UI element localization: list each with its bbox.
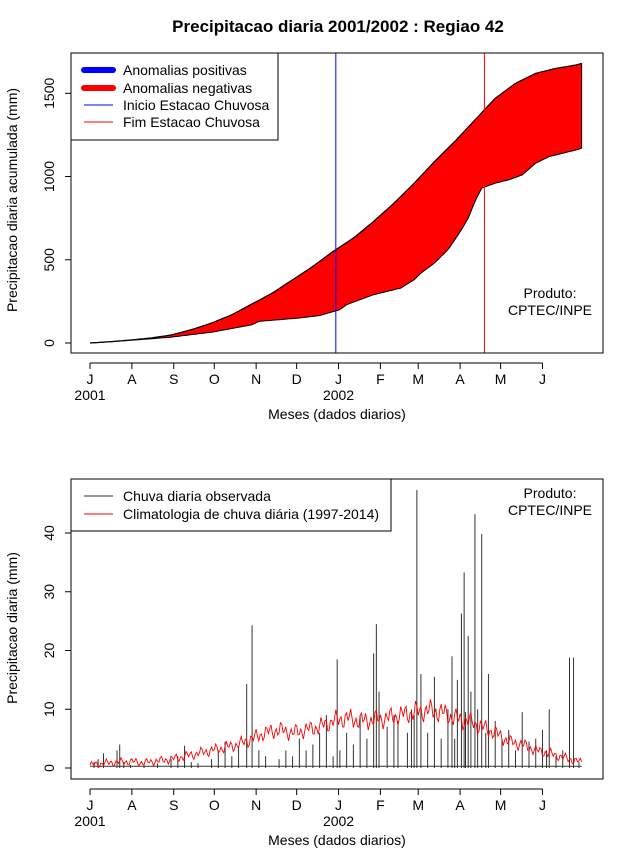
- bottom-legend: Chuva diaria observada Climatologia de c…: [70, 478, 392, 532]
- top-x-tick-label: J: [335, 371, 342, 387]
- bottom-y-axis-label: Precipitacao diaria (mm): [4, 552, 20, 704]
- bottom-annotation-line1: Produto:: [524, 485, 577, 501]
- bottom-annotation-line2: CPTEC/INPE: [508, 502, 592, 518]
- bottom-y-tick-label: 0: [41, 764, 57, 772]
- top-plot-area: [89, 53, 583, 353]
- legend-inicio-label: Inicio Estacao Chuvosa: [123, 97, 270, 113]
- top-x-tick-label: A: [127, 371, 137, 387]
- bottom-y-tick-label: 20: [41, 643, 57, 659]
- top-x-tick-label: S: [169, 371, 178, 387]
- top-x-tick-label: J: [539, 371, 546, 387]
- top-y-tick-label: 1500: [41, 78, 57, 109]
- top-x-axis-label: Meses (dados diarios): [268, 406, 406, 422]
- top-x-tick-label: J: [87, 371, 94, 387]
- bottom-x-tick-label: M: [412, 797, 424, 813]
- legend-negative-label: Anomalias negativas: [123, 80, 252, 96]
- bottom-x-tick-label: O: [209, 797, 220, 813]
- bottom-x-tick-label: A: [455, 797, 465, 813]
- bottom-y-tick-label: 10: [41, 701, 57, 717]
- top-x-tick-label: M: [495, 371, 507, 387]
- chart-title: Precipitacao diaria 2001/2002 : Regiao 4…: [172, 17, 504, 36]
- top-x-tick-label: A: [455, 371, 465, 387]
- bottom-x-tick-label: J: [539, 797, 546, 813]
- top-y-tick-label: 0: [41, 339, 57, 347]
- top-year-label: 2002: [323, 387, 354, 403]
- daily-precipitation-chart: Precipitacao diaria (mm) Meses (dados di…: [4, 478, 604, 848]
- top-x-tick-label: N: [251, 371, 261, 387]
- bottom-x-tick-label: F: [376, 797, 385, 813]
- top-plot-frame: [70, 52, 604, 354]
- top-x-tick-label: D: [292, 371, 302, 387]
- bottom-x-tick-label: J: [335, 797, 342, 813]
- top-annotation-line2: CPTEC/INPE: [508, 302, 592, 318]
- legend-fim-label: Fim Estacao Chuvosa: [123, 114, 260, 130]
- top-legend: Anomalias positivas Anomalias negativas …: [70, 52, 279, 141]
- bottom-x-tick-label: J: [87, 797, 94, 813]
- legend-climatology-label: Climatologia de chuva diária (1997-2014): [123, 506, 379, 522]
- bottom-annotation: Produto: CPTEC/INPE: [508, 485, 592, 518]
- bottom-y-tick-label: 30: [41, 584, 57, 600]
- top-x-tick-label: O: [209, 371, 220, 387]
- climatology-daily-line: [89, 699, 583, 768]
- bottom-year-label: 2001: [74, 813, 105, 829]
- bottom-x-tick-label: N: [251, 797, 261, 813]
- top-y-axis-label: Precipitacao diaria acumulada (mm): [4, 88, 20, 312]
- top-y-tick-label: 500: [41, 248, 57, 272]
- bottom-year-label: 2002: [323, 813, 354, 829]
- bottom-y-tick-label: 40: [41, 525, 57, 541]
- top-y-tick-label: 1000: [41, 161, 57, 192]
- bottom-x-tick-label: S: [169, 797, 178, 813]
- cumulative-precipitation-chart: Precipitacao diaria 2001/2002 : Regiao 4…: [4, 17, 604, 422]
- top-x-tick-label: F: [376, 371, 385, 387]
- legend-observed-label: Chuva diaria observada: [123, 488, 271, 504]
- bottom-x-axis-label: Meses (dados diarios): [268, 832, 406, 848]
- top-year-label: 2001: [74, 387, 105, 403]
- bottom-plot-area: [89, 490, 583, 768]
- bottom-x-tick-label: D: [292, 797, 302, 813]
- top-x-tick-label: M: [412, 371, 424, 387]
- bottom-x-tick-label: M: [495, 797, 507, 813]
- bottom-x-tick-label: A: [127, 797, 137, 813]
- bottom-legend-box: [70, 478, 392, 532]
- legend-positive-label: Anomalias positivas: [123, 62, 247, 78]
- top-annotation: Produto: CPTEC/INPE: [508, 285, 592, 318]
- top-annotation-line1: Produto:: [524, 285, 577, 301]
